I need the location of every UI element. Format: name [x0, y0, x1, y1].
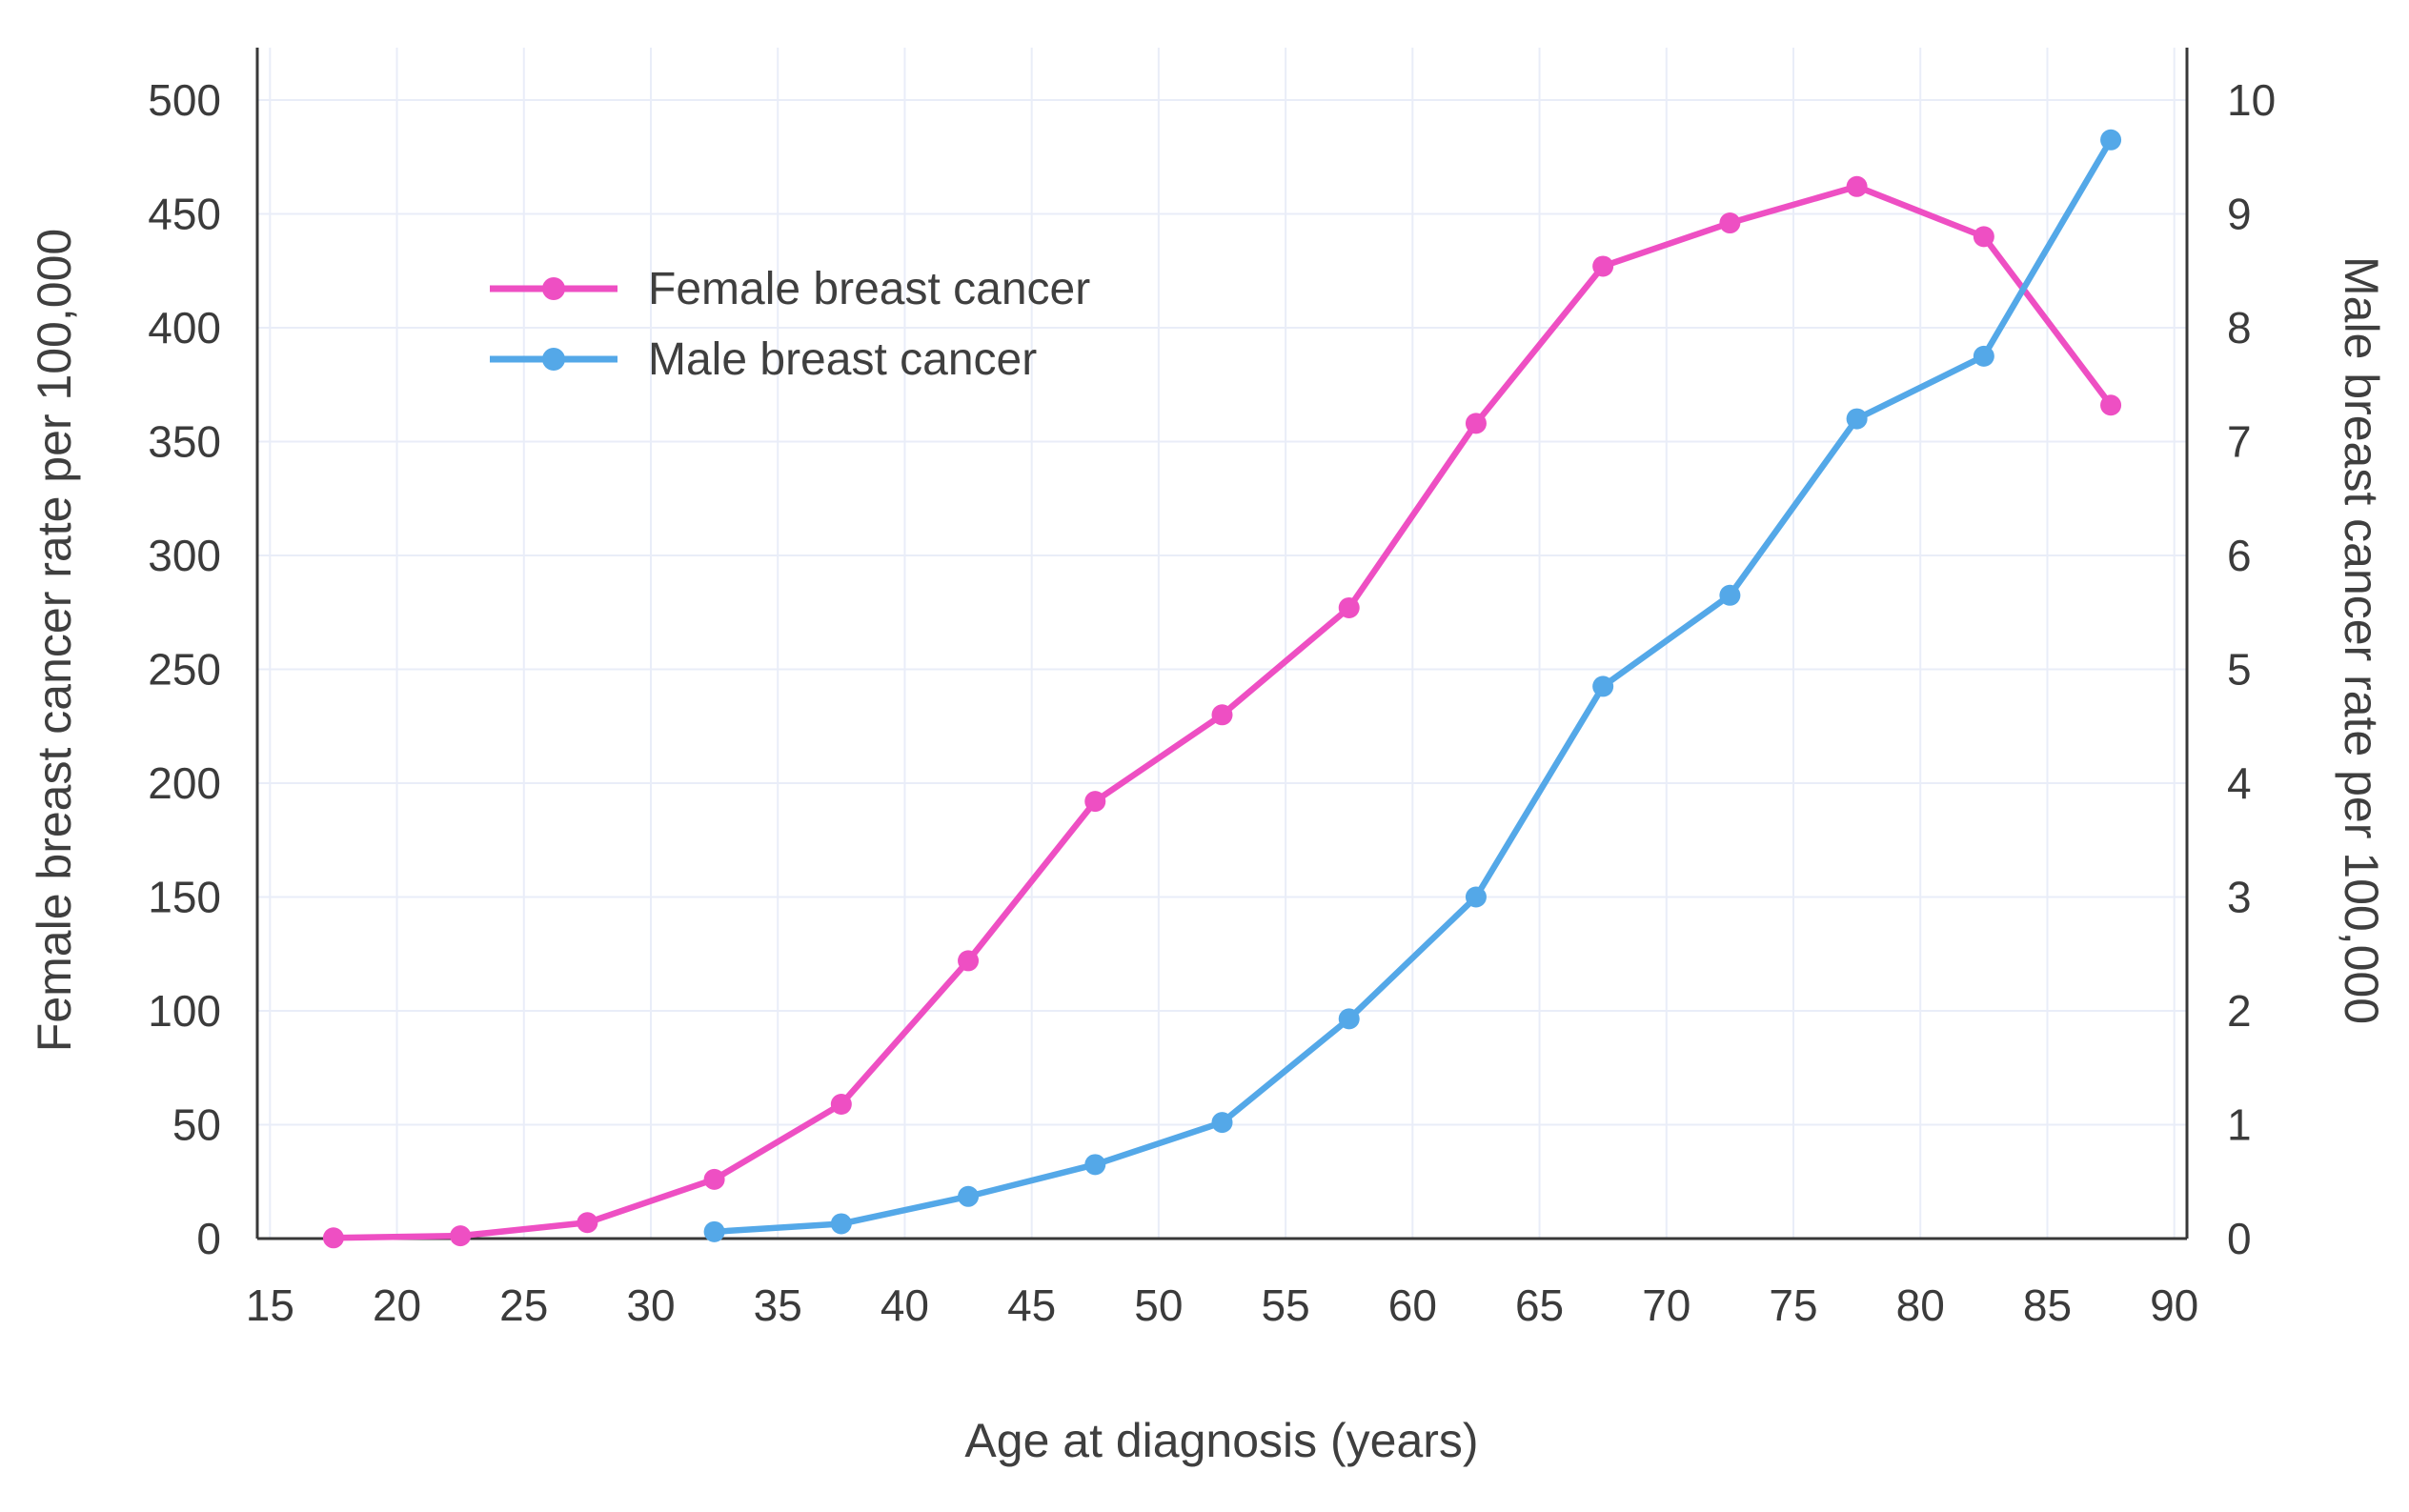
x-tick-label: 45 — [1007, 1280, 1056, 1330]
data-point-marker-female — [703, 1168, 725, 1190]
x-tick-label: 75 — [1769, 1280, 1817, 1330]
data-point-marker-male — [830, 1213, 852, 1235]
legend-item-male-breast-cancer: Male breast cancer — [482, 330, 1090, 389]
data-point-marker-female — [1719, 212, 1741, 234]
y-tick-label-right: 10 — [2227, 75, 2276, 125]
x-tick-label: 25 — [499, 1280, 548, 1330]
data-point-marker-female — [1211, 704, 1233, 726]
y-axis-label-left: Female breast cancer rate per 100,000 — [28, 228, 81, 1053]
data-point-marker-male — [1338, 1008, 1360, 1030]
y-tick-label-left: 350 — [148, 416, 221, 466]
data-point-marker-male — [1973, 345, 1994, 367]
y-tick-label-right: 8 — [2227, 303, 2252, 353]
y-tick-label-right: 0 — [2227, 1214, 2252, 1263]
y-tick-label-left: 250 — [148, 644, 221, 694]
series-line-male — [711, 136, 2115, 1236]
y-tick-label-left: 500 — [148, 75, 221, 125]
legend-label-male: Male breast cancer — [648, 333, 1038, 385]
legend: Female breast cancer Male breast cancer — [482, 259, 1090, 389]
x-tick-label: 35 — [754, 1280, 802, 1330]
y-tick-label-left: 0 — [196, 1214, 221, 1263]
x-tick-label: 80 — [1896, 1280, 1945, 1330]
data-point-marker-male — [1846, 408, 1868, 430]
legend-item-female-breast-cancer: Female breast cancer — [482, 259, 1090, 318]
y-tick-label-right: 7 — [2227, 416, 2252, 466]
data-point-marker-female — [830, 1093, 852, 1115]
y-tick-label-right: 9 — [2227, 189, 2252, 238]
y-tick-label-left: 450 — [148, 189, 221, 238]
x-tick-label: 15 — [246, 1280, 294, 1330]
x-tick-label: 40 — [881, 1280, 929, 1330]
data-point-marker-male — [1592, 675, 1614, 697]
data-point-marker-female — [1973, 226, 1994, 248]
data-point-marker-female — [2100, 394, 2122, 416]
data-point-marker-male — [1719, 584, 1741, 606]
data-point-marker-female — [1338, 596, 1360, 618]
y-tick-label-right: 1 — [2227, 1099, 2252, 1149]
legend-line-marker-icon — [490, 277, 617, 300]
data-point-marker-male — [1211, 1112, 1233, 1134]
y-tick-label-left: 400 — [148, 303, 221, 353]
y-tick-label-right: 3 — [2227, 872, 2252, 921]
legend-line-marker-icon — [490, 348, 617, 371]
data-point-marker-female — [1465, 413, 1487, 434]
x-tick-label: 65 — [1515, 1280, 1564, 1330]
data-point-marker-male — [1084, 1154, 1106, 1176]
x-axis-label: Age at diagnosis (years) — [964, 1414, 1479, 1467]
data-point-marker-female — [1846, 175, 1868, 197]
y-tick-label-left: 150 — [148, 872, 221, 921]
y-tick-label-left: 50 — [172, 1099, 221, 1149]
x-tick-label: 85 — [2023, 1280, 2072, 1330]
y-tick-label-right: 4 — [2227, 758, 2252, 808]
data-point-marker-male — [1465, 886, 1487, 908]
x-tick-label: 20 — [373, 1280, 421, 1330]
x-tick-label: 70 — [1642, 1280, 1690, 1330]
data-point-marker-male — [2100, 129, 2122, 151]
y-tick-label-left: 100 — [148, 986, 221, 1036]
x-tick-label: 60 — [1388, 1280, 1437, 1330]
data-point-marker-female — [450, 1225, 472, 1247]
y-tick-label-right: 5 — [2227, 644, 2252, 694]
data-point-marker-female — [577, 1212, 598, 1234]
x-tick-label: 55 — [1262, 1280, 1310, 1330]
y-tick-label-right: 6 — [2227, 531, 2252, 580]
y-tick-label-left: 300 — [148, 531, 221, 580]
y-tick-label-right: 2 — [2227, 986, 2252, 1036]
x-tick-label: 50 — [1134, 1280, 1183, 1330]
y-axis-label-right: Male breast cancer rate per 100,000 — [2335, 255, 2388, 1025]
y-tick-label-left: 200 — [148, 758, 221, 808]
legend-label-female: Female breast cancer — [648, 263, 1091, 314]
data-point-marker-female — [1084, 791, 1106, 813]
data-point-marker-male — [958, 1185, 980, 1207]
data-point-marker-female — [958, 950, 980, 972]
data-point-marker-female — [1592, 255, 1614, 277]
data-point-marker-female — [322, 1227, 344, 1249]
data-point-marker-male — [703, 1220, 725, 1242]
x-tick-label: 90 — [2150, 1280, 2198, 1330]
x-tick-label: 30 — [626, 1280, 675, 1330]
